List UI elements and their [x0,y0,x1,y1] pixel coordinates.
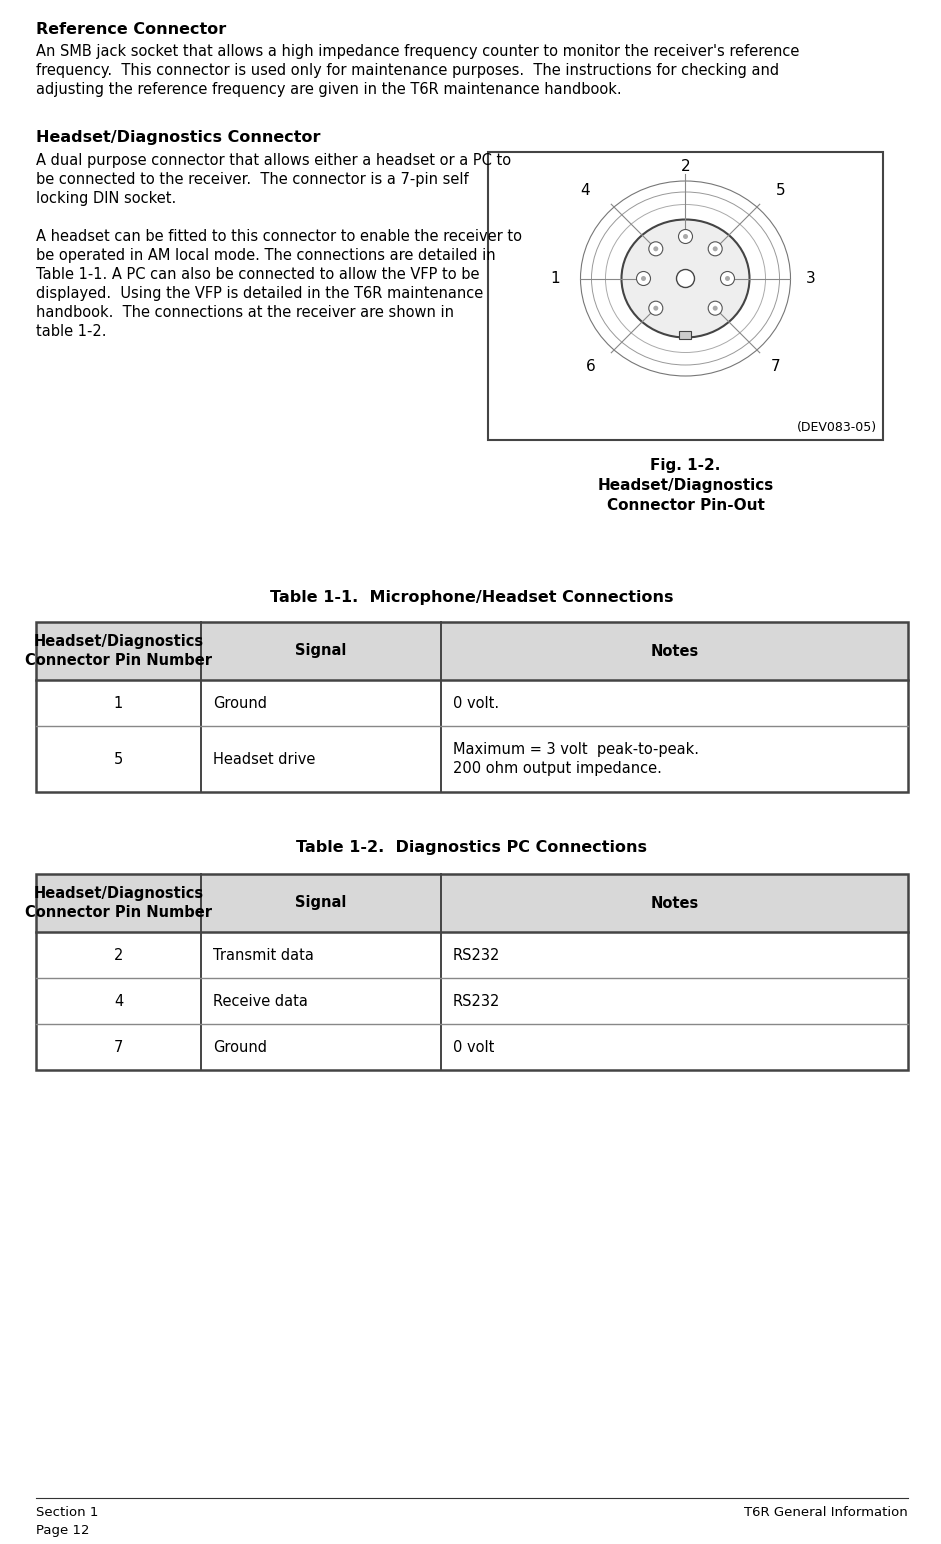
Text: Table 1-1. A PC can also be connected to allow the VFP to be: Table 1-1. A PC can also be connected to… [36,267,480,283]
Text: Reference Connector: Reference Connector [36,22,226,37]
Text: 4: 4 [114,993,123,1008]
Text: 1: 1 [114,695,123,710]
Bar [36,622,908,679]
Bar [36,622,908,792]
Bar [679,330,692,338]
Text: 6: 6 [585,360,596,374]
Circle shape [641,276,646,281]
Text: 0 volt: 0 volt [453,1039,494,1055]
Text: RS232: RS232 [453,993,501,1008]
Circle shape [636,272,650,286]
Circle shape [648,301,662,315]
Circle shape [709,301,722,315]
Text: 7: 7 [771,360,780,374]
Text: adjusting the reference frequency are given in the T6R maintenance handbook.: adjusting the reference frequency are gi… [36,82,622,97]
Text: Page 12: Page 12 [36,1524,89,1536]
Text: 0 volt.: 0 volt. [453,695,499,710]
Text: Headset/Diagnostics
Connector Pin Number: Headset/Diagnostics Connector Pin Number [25,886,212,920]
Text: Maximum = 3 volt  peak-to-peak.
200 ohm output impedance.: Maximum = 3 volt peak-to-peak. 200 ohm o… [453,743,699,775]
Circle shape [678,230,693,244]
Text: 1: 1 [550,272,560,286]
Circle shape [677,270,694,287]
Text: 5: 5 [775,184,786,198]
Text: Ground: Ground [213,695,267,710]
Text: table 1-2.: table 1-2. [36,324,106,340]
Text: A dual purpose connector that allows either a headset or a PC to: A dual purpose connector that allows eit… [36,153,511,168]
Text: 2: 2 [114,948,123,962]
Text: 4: 4 [581,184,590,198]
Text: Headset/Diagnostics
Connector Pin Number: Headset/Diagnostics Connector Pin Number [25,635,212,669]
Text: T6R General Information: T6R General Information [744,1505,908,1519]
Text: RS232: RS232 [453,948,501,962]
Text: Section 1: Section 1 [36,1505,99,1519]
Text: Fig. 1-2.: Fig. 1-2. [650,459,721,472]
Text: be connected to the receiver.  The connector is a 7-pin self: be connected to the receiver. The connec… [36,171,469,187]
Text: 5: 5 [114,752,123,766]
Circle shape [653,306,659,310]
Text: Headset drive: Headset drive [213,752,315,766]
Text: handbook.  The connections at the receiver are shown in: handbook. The connections at the receive… [36,306,454,320]
Circle shape [709,242,722,256]
Text: Transmit data: Transmit data [213,948,314,962]
Text: Connector Pin-Out: Connector Pin-Out [607,499,764,513]
Circle shape [653,247,659,252]
Text: An SMB jack socket that allows a high impedance frequency counter to monitor the: An SMB jack socket that allows a high im… [36,43,799,59]
Circle shape [683,235,688,239]
Text: displayed.  Using the VFP is detailed in the T6R maintenance: displayed. Using the VFP is detailed in … [36,286,484,301]
Text: Headset/Diagnostics Connector: Headset/Diagnostics Connector [36,130,321,145]
Circle shape [648,242,662,256]
Text: Ground: Ground [213,1039,267,1055]
Ellipse shape [621,219,749,338]
Circle shape [721,272,735,286]
Text: 2: 2 [680,159,691,174]
Text: Signal: Signal [295,896,346,911]
Text: 3: 3 [805,272,815,286]
Text: Notes: Notes [650,644,698,658]
Text: 7: 7 [114,1039,123,1055]
Circle shape [712,247,718,252]
Text: Table 1-2.  Diagnostics PC Connections: Table 1-2. Diagnostics PC Connections [296,840,647,855]
Text: Receive data: Receive data [213,993,308,1008]
Text: be operated in AM local mode. The connections are detailed in: be operated in AM local mode. The connec… [36,249,496,262]
Text: A headset can be fitted to this connector to enable the receiver to: A headset can be fitted to this connecto… [36,229,522,244]
Circle shape [712,306,718,310]
Text: Table 1-1.  Microphone/Headset Connections: Table 1-1. Microphone/Headset Connection… [270,590,674,605]
Bar [36,874,908,933]
Text: Headset/Diagnostics: Headset/Diagnostics [598,479,774,493]
Text: locking DIN socket.: locking DIN socket. [36,191,176,205]
Bar [36,874,908,1070]
Text: (DEV083-05): (DEV083-05) [797,422,877,434]
Text: frequency.  This connector is used only for maintenance purposes.  The instructi: frequency. This connector is used only f… [36,63,779,79]
Text: Signal: Signal [295,644,346,658]
Text: Notes: Notes [650,896,698,911]
Bar [488,151,883,440]
Circle shape [725,276,730,281]
